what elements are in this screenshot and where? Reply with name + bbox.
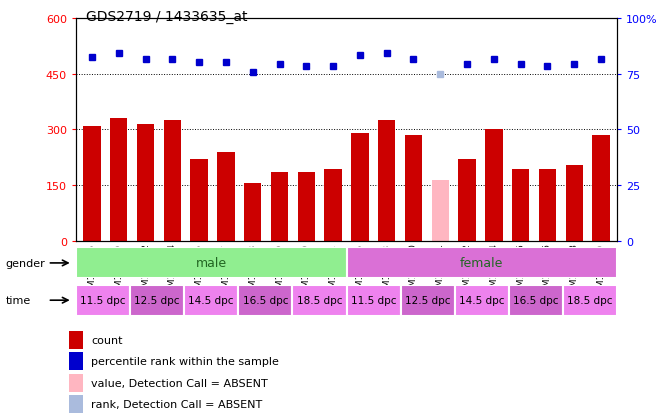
Text: gender: gender: [5, 258, 45, 268]
Bar: [298, 173, 315, 242]
Bar: [69, 353, 83, 370]
Bar: [217, 152, 235, 242]
Bar: [539, 169, 556, 242]
Bar: [563, 285, 617, 316]
Text: female: female: [460, 257, 504, 270]
Bar: [76, 248, 346, 279]
Bar: [512, 169, 529, 242]
Text: 16.5 dpc: 16.5 dpc: [513, 295, 558, 306]
Bar: [244, 184, 261, 242]
Bar: [325, 169, 342, 242]
Text: 11.5 dpc: 11.5 dpc: [81, 295, 125, 306]
Text: percentile rank within the sample: percentile rank within the sample: [91, 356, 279, 366]
Bar: [238, 285, 292, 316]
Bar: [137, 125, 154, 242]
Bar: [378, 121, 395, 242]
Text: 18.5 dpc: 18.5 dpc: [568, 295, 612, 306]
Bar: [432, 180, 449, 242]
Bar: [292, 285, 346, 316]
Text: 12.5 dpc: 12.5 dpc: [135, 295, 180, 306]
Bar: [69, 374, 83, 392]
Bar: [405, 135, 422, 242]
Bar: [184, 285, 238, 316]
Text: rank, Detection Call = ABSENT: rank, Detection Call = ABSENT: [91, 399, 263, 409]
Text: 18.5 dpc: 18.5 dpc: [297, 295, 342, 306]
Text: time: time: [5, 295, 30, 306]
Text: value, Detection Call = ABSENT: value, Detection Call = ABSENT: [91, 378, 268, 388]
Bar: [346, 285, 401, 316]
Text: male: male: [195, 257, 227, 270]
Bar: [401, 285, 455, 316]
Text: 12.5 dpc: 12.5 dpc: [405, 295, 450, 306]
Bar: [191, 160, 208, 242]
Bar: [271, 173, 288, 242]
Text: 16.5 dpc: 16.5 dpc: [243, 295, 288, 306]
Bar: [346, 248, 617, 279]
Bar: [69, 331, 83, 349]
Text: 14.5 dpc: 14.5 dpc: [189, 295, 234, 306]
Bar: [458, 160, 476, 242]
Bar: [566, 165, 583, 242]
Text: 11.5 dpc: 11.5 dpc: [351, 295, 396, 306]
Bar: [592, 135, 610, 242]
Bar: [164, 121, 181, 242]
Bar: [69, 395, 83, 413]
Bar: [351, 134, 368, 242]
Bar: [485, 130, 502, 242]
Text: 14.5 dpc: 14.5 dpc: [459, 295, 504, 306]
Bar: [455, 285, 509, 316]
Text: count: count: [91, 335, 123, 345]
Bar: [76, 285, 130, 316]
Bar: [83, 126, 101, 242]
Bar: [130, 285, 184, 316]
Text: GDS2719 / 1433635_at: GDS2719 / 1433635_at: [86, 10, 248, 24]
Bar: [110, 119, 127, 242]
Bar: [509, 285, 563, 316]
